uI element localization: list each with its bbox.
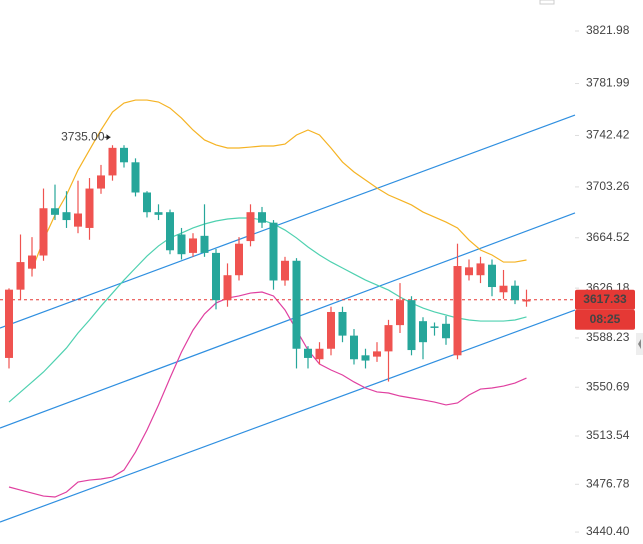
candle-body bbox=[97, 175, 105, 189]
candle-body bbox=[235, 243, 243, 276]
candle-body bbox=[465, 267, 473, 276]
candle-body bbox=[269, 222, 278, 281]
y-tick-label: 3550.69 bbox=[586, 379, 630, 393]
countdown-tag bbox=[575, 309, 635, 330]
candle-body bbox=[442, 323, 450, 339]
candle-body bbox=[212, 252, 220, 301]
trendline bbox=[0, 309, 576, 523]
candle-body bbox=[396, 300, 404, 326]
y-tick-label: 3781.99 bbox=[586, 76, 630, 90]
candle-body bbox=[154, 212, 163, 215]
candle-body bbox=[499, 285, 508, 293]
candle-body bbox=[327, 311, 335, 349]
y-tick-label: 3821.98 bbox=[586, 23, 630, 37]
indicator-line bbox=[31, 99, 527, 271]
candle-body bbox=[28, 255, 36, 269]
candle-body bbox=[315, 348, 324, 360]
candle-body bbox=[74, 213, 82, 227]
candle-body bbox=[373, 351, 381, 357]
candle-body bbox=[258, 212, 266, 223]
corner-box bbox=[539, 0, 555, 5]
candle-body bbox=[350, 335, 358, 360]
candle-body bbox=[223, 275, 232, 301]
candle-body bbox=[419, 321, 427, 343]
y-tick-label: 3664.52 bbox=[586, 230, 630, 244]
candle-body bbox=[246, 212, 255, 242]
candle-body bbox=[5, 289, 13, 358]
annotation-arrowhead bbox=[106, 134, 111, 141]
candle-body bbox=[476, 263, 485, 276]
candle-body bbox=[338, 311, 347, 336]
trendline bbox=[0, 114, 576, 329]
y-tick-label: 3588.23 bbox=[586, 330, 630, 344]
price-tag bbox=[575, 289, 635, 310]
y-tick-label: 3703.26 bbox=[586, 179, 630, 193]
candle-body bbox=[16, 262, 25, 290]
indicator-line bbox=[8, 291, 527, 498]
indicator-line bbox=[8, 217, 527, 403]
candle-body bbox=[189, 238, 197, 253]
candle-body bbox=[85, 188, 94, 228]
candle-body bbox=[131, 162, 140, 193]
candle-body bbox=[292, 260, 301, 349]
candle-body bbox=[511, 285, 519, 301]
candle-body bbox=[430, 326, 439, 328]
candle-body bbox=[39, 208, 48, 256]
candle-body bbox=[177, 234, 186, 255]
candle-body bbox=[407, 300, 416, 351]
y-tick-label: 3513.54 bbox=[586, 428, 630, 442]
candle-body bbox=[361, 355, 370, 361]
countdown-label: 08:25 bbox=[590, 312, 621, 326]
candle-body bbox=[488, 264, 496, 288]
candle-body bbox=[304, 348, 312, 358]
candle-body bbox=[51, 208, 59, 215]
y-tick-label: 3440.40 bbox=[586, 524, 630, 538]
annotation-label: 3735.00 bbox=[61, 129, 105, 143]
candle-body bbox=[200, 235, 209, 253]
candle-body bbox=[166, 212, 174, 251]
price-tag-label: 3617.33 bbox=[583, 292, 627, 306]
candle-body bbox=[453, 266, 462, 356]
y-tick-label: 3742.42 bbox=[586, 128, 630, 142]
candle-body bbox=[108, 147, 117, 176]
candle-body bbox=[384, 325, 393, 352]
candle-body bbox=[62, 212, 71, 221]
candle-body bbox=[522, 299, 531, 302]
candle-body bbox=[120, 147, 128, 163]
scroll-arrow bbox=[638, 339, 641, 349]
candle-body bbox=[281, 260, 289, 281]
candle-body bbox=[143, 192, 151, 213]
y-tick-label: 3476.78 bbox=[586, 476, 630, 490]
